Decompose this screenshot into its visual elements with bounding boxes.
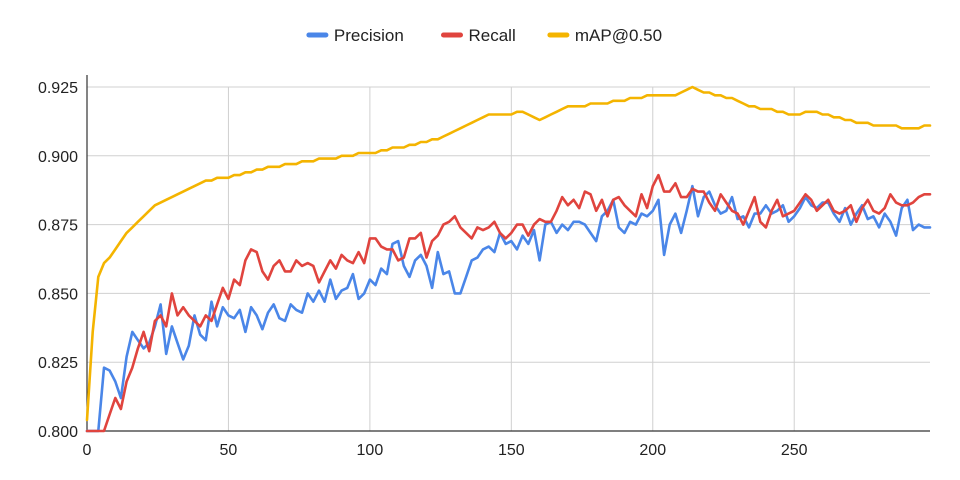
y-tick-label-5: 0.925 [38,80,78,97]
x-tick-label-2: 100 [357,442,384,459]
x-tick-label-1: 50 [220,442,238,459]
y-tick-label-2: 0.850 [38,286,78,303]
y-tick-label-1: 0.825 [38,355,78,372]
series-line-precision [85,184,932,433]
x-tick-label-3: 150 [498,442,525,459]
legend-label-map-0-50: mAP@0.50 [575,26,662,45]
x-tick-label-0: 0 [83,442,92,459]
y-tick-label-0: 0.800 [38,424,78,441]
y-tick-label-4: 0.900 [38,149,78,166]
x-tick-label-5: 250 [781,442,808,459]
series-line-recall [85,173,932,433]
legend: Precision Recall mAP@0.50 [306,26,662,45]
legend-label-recall: Recall [469,26,516,45]
grid-lines [87,86,930,432]
legend-label-precision: Precision [334,26,404,45]
y-tick-label-3: 0.875 [38,218,78,235]
x-tick-label-4: 200 [639,442,666,459]
series-line-map-0-50 [85,85,932,422]
